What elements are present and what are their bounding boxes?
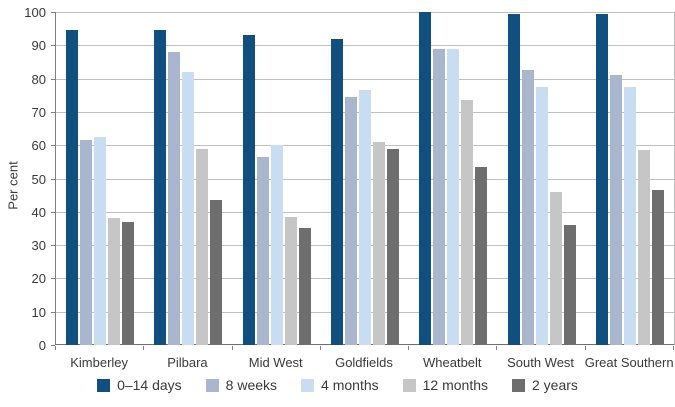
bar	[80, 140, 93, 345]
bar	[345, 96, 357, 345]
x-tick-mark	[673, 346, 674, 350]
legend-item: 2 years	[512, 377, 578, 393]
y-tick-label: 70	[31, 104, 46, 120]
bar	[94, 136, 107, 345]
x-tick-mark	[496, 346, 498, 350]
y-tick-mark	[51, 111, 55, 113]
bar	[108, 218, 121, 345]
bar	[637, 150, 650, 345]
x-category-label: Goldfields	[335, 355, 393, 370]
x-category-label: Great Southern	[584, 355, 674, 370]
legend: 0–14 days 8 weeks 4 months 12 months 2 years	[0, 377, 675, 393]
y-tick-label: 10	[31, 304, 46, 320]
legend-label: 0–14 days	[117, 377, 182, 393]
bar	[419, 12, 432, 345]
bar	[168, 51, 181, 345]
x-category-label: South West	[507, 355, 575, 370]
gridline	[56, 12, 674, 13]
legend-swatch-icon	[301, 378, 315, 392]
y-tick-mark	[51, 45, 55, 47]
y-tick-mark	[51, 278, 55, 280]
gridline	[56, 78, 674, 80]
x-tick-mark	[143, 346, 145, 350]
y-tick-mark	[51, 211, 55, 213]
y-tick-label: 20	[31, 271, 46, 287]
bar	[242, 35, 255, 345]
bar	[623, 86, 636, 345]
bar	[595, 13, 608, 345]
bar	[507, 13, 520, 345]
bar	[154, 30, 167, 345]
bar	[182, 71, 195, 345]
bar	[270, 145, 283, 345]
y-tick-label: 90	[31, 38, 46, 54]
y-tick-mark	[51, 145, 55, 147]
legend-swatch-icon	[512, 378, 525, 392]
legend-label: 8 weeks	[225, 377, 278, 393]
y-tick-label: 100	[24, 5, 46, 20]
x-category-label: Mid West	[248, 355, 303, 370]
x-tick-mark	[319, 346, 321, 350]
x-category-label: Kimberley	[70, 355, 129, 370]
y-tick-mark	[51, 245, 55, 247]
bar	[331, 38, 343, 345]
bar	[461, 100, 474, 345]
x-category-label: Wheatbelt	[423, 355, 482, 370]
y-tick-label: 50	[31, 171, 46, 187]
y-tick-mark	[51, 311, 55, 313]
bar	[563, 225, 576, 345]
legend-label: 4 months	[321, 377, 379, 393]
bar	[651, 190, 664, 345]
bar	[256, 156, 269, 345]
y-tick-mark	[51, 12, 55, 13]
y-tick-label: 0	[38, 338, 46, 353]
bar	[196, 148, 209, 345]
bar	[475, 166, 488, 345]
legend-label: 2 years	[532, 377, 578, 393]
bar	[66, 30, 79, 345]
legend-label: 12 months	[422, 377, 488, 393]
legend-item: 0–14 days	[97, 377, 182, 393]
y-tick-mark	[51, 78, 55, 80]
x-tick-mark	[55, 346, 56, 350]
y-tick-label: 60	[31, 138, 46, 154]
bar	[549, 191, 562, 345]
y-tick-mark	[51, 178, 55, 180]
y-tick-label: 80	[31, 71, 46, 87]
y-tick-mark	[51, 345, 55, 346]
legend-swatch-icon	[97, 378, 111, 392]
legend-swatch-icon	[402, 378, 416, 392]
bar	[284, 216, 297, 345]
bar	[359, 90, 371, 345]
bar	[609, 75, 622, 345]
bar	[210, 200, 223, 345]
legend-item: 12 months	[402, 377, 488, 393]
bar	[122, 221, 135, 345]
x-tick-mark	[408, 346, 410, 350]
bar	[521, 70, 534, 345]
x-category-label: Pilbara	[167, 355, 208, 370]
legend-item: 8 weeks	[205, 377, 278, 393]
bar	[373, 141, 385, 345]
bar	[433, 48, 446, 345]
y-tick-label: 40	[31, 204, 46, 220]
y-tick-label: 30	[31, 238, 46, 254]
bar	[447, 48, 460, 345]
bar	[387, 148, 399, 345]
x-tick-mark	[584, 346, 586, 350]
legend-item: 4 months	[301, 377, 379, 393]
gridline	[56, 45, 674, 47]
bar	[535, 86, 548, 345]
bar	[298, 228, 311, 345]
x-tick-mark	[231, 346, 233, 350]
legend-swatch-icon	[205, 378, 219, 392]
plot-area	[55, 12, 675, 345]
